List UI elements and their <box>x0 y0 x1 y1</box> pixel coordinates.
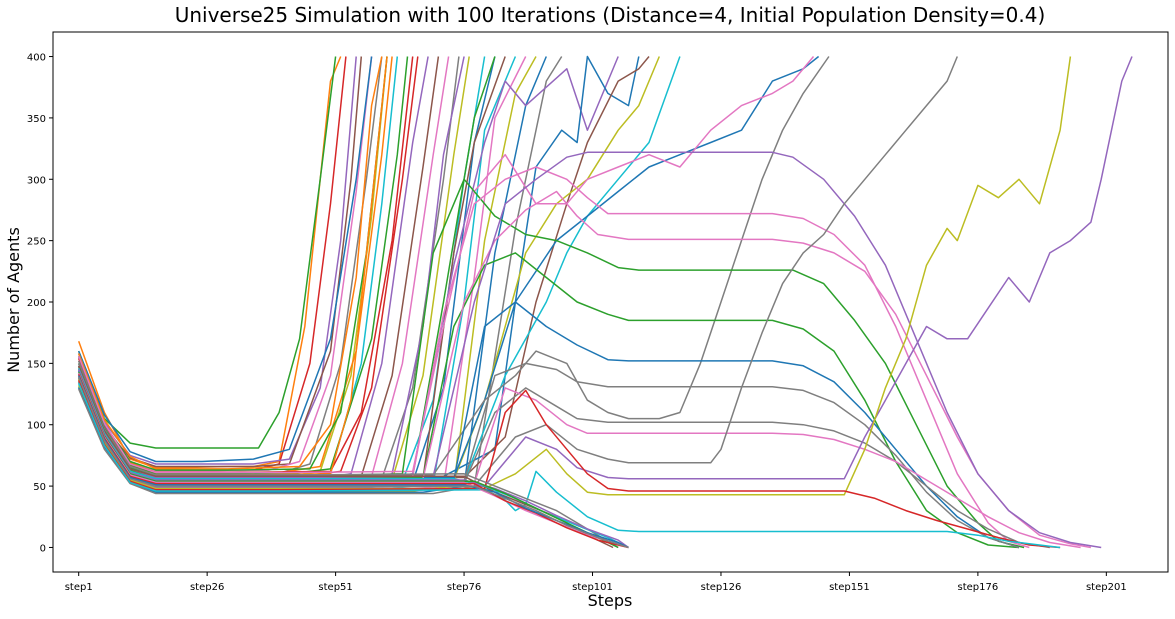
x-tick-label: step126 <box>701 582 742 593</box>
y-tick-label: 300 <box>27 175 46 186</box>
y-tick-label: 350 <box>27 114 46 125</box>
series-line-12 <box>78 56 409 475</box>
x-tick-label: step176 <box>958 582 999 593</box>
series-line-49 <box>78 375 1081 549</box>
series-line-34 <box>78 55 640 478</box>
series-line-21 <box>78 56 383 470</box>
series-line-15 <box>78 56 440 482</box>
x-axis: step1 step26 step51 step76 step101 step126 ste… <box>65 572 1127 593</box>
y-tick-label: 250 <box>27 237 46 248</box>
series-line-11 <box>78 56 393 474</box>
series-line-14 <box>78 56 429 481</box>
series-line-45 <box>78 151 1102 549</box>
x-tick-label: step51 <box>318 582 352 593</box>
y-tick-label: 50 <box>33 482 46 493</box>
y-tick-label: 0 <box>40 543 46 554</box>
x-tick-label: step76 <box>447 582 481 593</box>
y-tick-label: 200 <box>27 298 46 309</box>
series-line-10 <box>78 56 373 463</box>
x-tick-label: step151 <box>829 582 870 593</box>
y-axis-label: Number of Agents <box>4 227 23 373</box>
series-line-54 <box>78 382 1061 549</box>
x-tick-label: step101 <box>572 582 613 593</box>
series-line-63 <box>78 376 629 549</box>
series-line-4 <box>78 56 357 465</box>
series-line-3 <box>77 56 347 473</box>
series-line-16 <box>78 56 450 484</box>
series-line-33 <box>78 56 619 480</box>
series-line-59 <box>78 371 619 549</box>
series-layer <box>77 55 1133 549</box>
series-line-17 <box>78 56 460 485</box>
series-line-50 <box>78 56 958 487</box>
x-tick-label: step1 <box>65 582 93 593</box>
x-tick-label: step26 <box>190 582 224 593</box>
series-line-52 <box>78 56 1072 496</box>
y-axis: 0 50 100 150 200 250 300 350 400 <box>27 53 53 554</box>
y-tick-label: 400 <box>27 53 46 64</box>
series-line-5 <box>78 56 363 468</box>
x-tick-label: step201 <box>1086 582 1127 593</box>
chart-title: Universe25 Simulation with 100 Iteration… <box>175 3 1046 27</box>
series-line-55 <box>78 363 619 549</box>
series-line-2 <box>77 56 337 449</box>
series-line-1 <box>77 56 342 469</box>
y-tick-label: 100 <box>27 421 46 432</box>
series-line-31 <box>78 56 563 495</box>
series-line-9 <box>78 56 399 480</box>
series-line-39 <box>77 56 815 474</box>
x-axis-label: Steps <box>588 591 633 610</box>
series-line-53 <box>78 380 1061 549</box>
y-tick-label: 150 <box>27 359 46 370</box>
